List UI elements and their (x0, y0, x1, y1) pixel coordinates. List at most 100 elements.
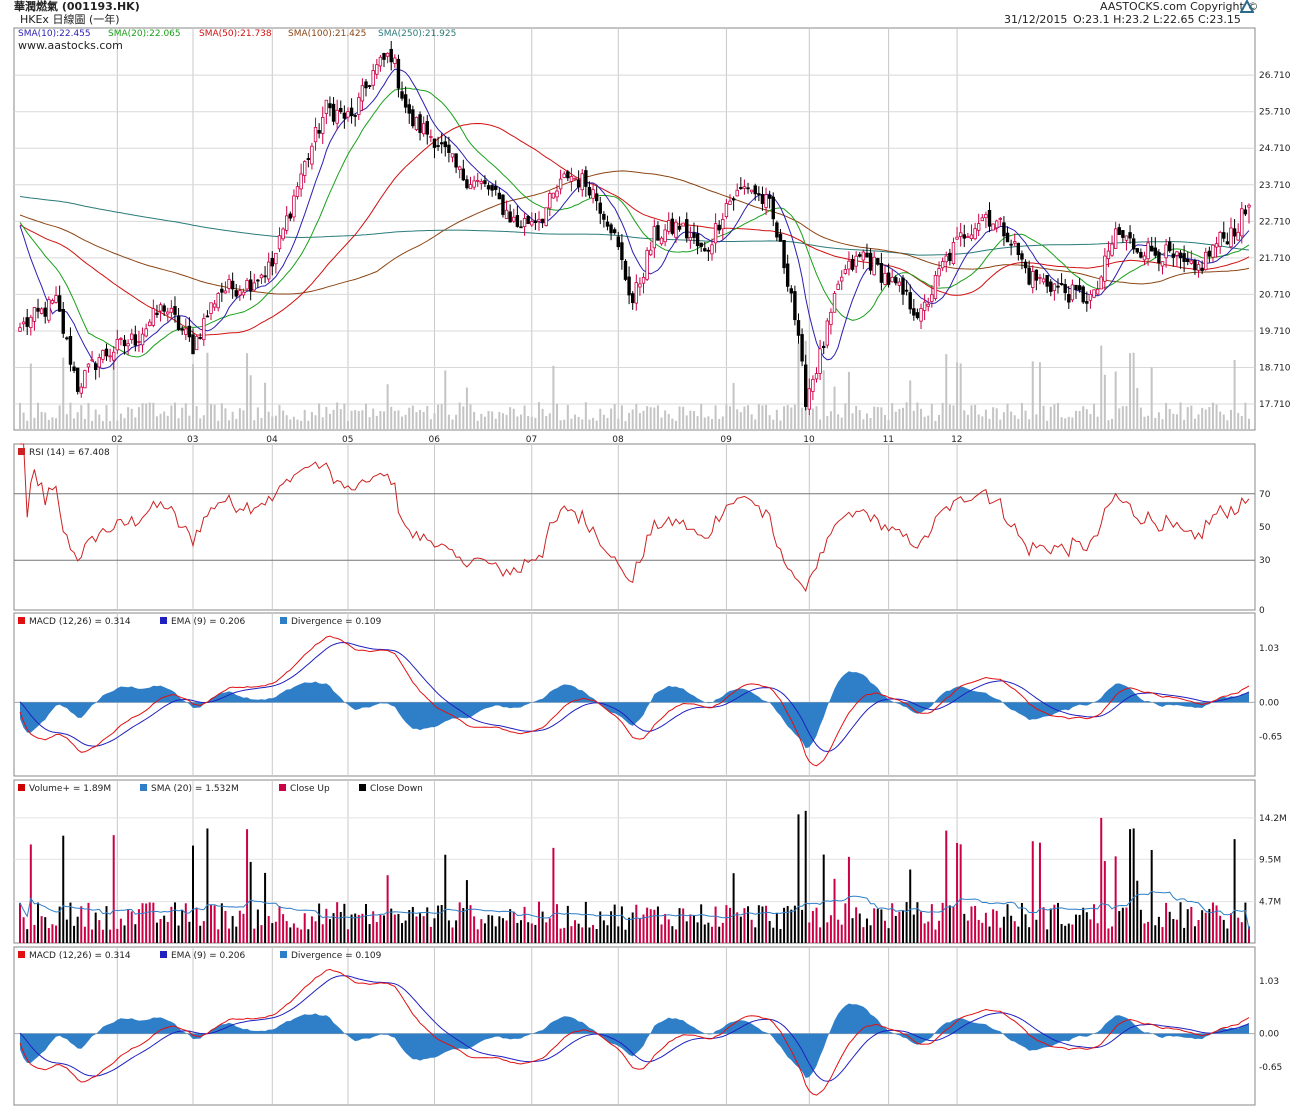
volume-bar (761, 906, 764, 943)
candle-body (930, 294, 934, 302)
rsi-tick-label: 0 (1259, 606, 1265, 616)
candle-body (393, 57, 397, 64)
volume-overlay-bar (1049, 406, 1052, 430)
macd1-ema-line (19, 642, 1250, 753)
candle-body (688, 236, 693, 241)
volume-bar (923, 923, 926, 943)
month-label: 11 (883, 435, 894, 445)
volume-bar (808, 922, 811, 943)
macd1-legend-text: MACD (12,26) = 0.314 (29, 617, 131, 627)
candle-body (1175, 251, 1179, 256)
candle-body (933, 274, 938, 299)
volume-bar (894, 915, 897, 943)
volume-bar (426, 907, 429, 943)
volume-bar (617, 926, 620, 943)
month-label: 06 (428, 435, 440, 445)
macd2-legend-swatch (280, 951, 287, 958)
volume-bar (235, 926, 238, 943)
volume-bar (1193, 926, 1196, 943)
candle-body (699, 242, 703, 247)
candle-body (119, 338, 123, 340)
candle-body (969, 234, 974, 239)
macd1-divergence-area (20, 671, 1249, 749)
candle-body (594, 193, 599, 202)
candle-body (886, 272, 891, 285)
volume-overlay-bar (581, 419, 584, 430)
volume-overlay-bar (346, 420, 349, 430)
candle-body (187, 325, 192, 338)
candle-body (951, 242, 956, 265)
candle-body (800, 334, 804, 362)
candle-body (1038, 276, 1042, 279)
volume-bar (1085, 912, 1088, 943)
volume-bar (199, 925, 202, 943)
volume-overlay-bar (473, 412, 476, 430)
volume-overlay-bar (505, 414, 508, 430)
volume-overlay-bar (325, 406, 328, 430)
candle-body (540, 218, 545, 223)
volume-overlay-bar (328, 413, 331, 430)
volume-overlay-bar (1020, 402, 1023, 430)
volume-bar (476, 929, 479, 943)
candle-body (486, 185, 491, 190)
volume-bar (33, 924, 36, 943)
candle-body (883, 272, 887, 285)
candle-body (616, 236, 620, 248)
volume-overlay-bar (69, 402, 72, 430)
volume-overlay-bar (1035, 414, 1038, 430)
candle-body (86, 363, 91, 368)
volume-overlay-bar (166, 415, 169, 430)
candle-body (793, 291, 797, 321)
volume-overlay-bar (1082, 406, 1085, 430)
volume-overlay-bar (992, 407, 995, 430)
volume-bar (1107, 928, 1110, 943)
volume-overlay-bar (920, 408, 923, 430)
price-tick-label: 22.710 (1259, 217, 1291, 227)
volume-bar (574, 920, 577, 943)
candle-body (93, 363, 98, 370)
candle-body (620, 242, 624, 261)
candle-body (483, 180, 487, 184)
candle-body (198, 337, 202, 339)
volume-bar (364, 904, 367, 943)
volume-bar (664, 913, 667, 943)
candle-body (944, 255, 948, 263)
candle-body (421, 123, 426, 135)
volume-bar (826, 922, 829, 943)
volume-bar (1064, 925, 1067, 943)
volume-bar (397, 913, 400, 943)
volume-bar (570, 926, 573, 943)
candle-body (1247, 204, 1251, 208)
volume-bar (642, 914, 645, 943)
volume-overlay-bar (537, 402, 540, 430)
macd1-tick-label: 1.03 (1259, 644, 1279, 654)
macd2-legend-swatch (18, 951, 25, 958)
candle-body (814, 373, 819, 380)
volume-overlay-bar (282, 410, 285, 430)
volume-overlay-bar (541, 408, 544, 430)
volume-overlay-bar (1201, 407, 1204, 430)
candle-body (778, 233, 783, 242)
volume-overlay-bar (1118, 408, 1121, 430)
candle-body (439, 142, 444, 145)
candle-body (908, 292, 912, 310)
candle-body (692, 232, 696, 238)
volume-bar (278, 906, 281, 943)
volume-bar (1056, 902, 1059, 943)
month-label: 07 (526, 435, 537, 445)
volume-bar (1114, 856, 1117, 943)
volume-overlay-bar (1244, 402, 1247, 430)
volume-overlay-bar (743, 406, 746, 430)
volume-overlay-bar (797, 343, 800, 430)
volume-overlay-bar (729, 406, 732, 430)
candle-body (1196, 264, 1201, 271)
volume-overlay-bar (55, 418, 58, 430)
volume-bar (1089, 919, 1092, 943)
candle-body (1103, 255, 1107, 282)
volume-overlay-bar (483, 416, 486, 430)
volume-overlay-bar (653, 407, 656, 430)
volume-bar (473, 916, 476, 943)
candle-body (21, 321, 26, 325)
candle-body (468, 184, 473, 190)
volume-overlay-bar (491, 411, 494, 430)
